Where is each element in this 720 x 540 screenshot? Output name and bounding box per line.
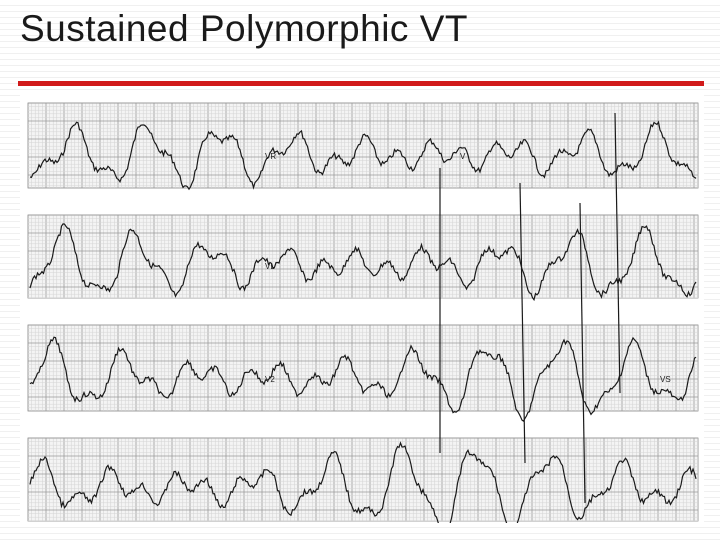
ecg-spike xyxy=(519,182,526,464)
slide-title: Sustained Polymorphic VT xyxy=(20,8,468,49)
ecg-spike xyxy=(614,112,621,394)
lead-label: V2 xyxy=(265,375,275,384)
ecg-tracing-image: VR V VL V2 VS xyxy=(20,93,704,523)
ecg-trace xyxy=(29,441,697,523)
ecg-trace xyxy=(29,223,697,302)
lead-label: VL xyxy=(265,262,275,271)
title-divider xyxy=(18,81,704,86)
lead-label: VS xyxy=(660,375,671,384)
ecg-spike xyxy=(579,202,586,504)
lead-label: V xyxy=(460,152,466,161)
ecg-trace xyxy=(29,336,697,422)
lead-label: VR xyxy=(265,152,276,161)
ecg-trace xyxy=(29,120,697,191)
